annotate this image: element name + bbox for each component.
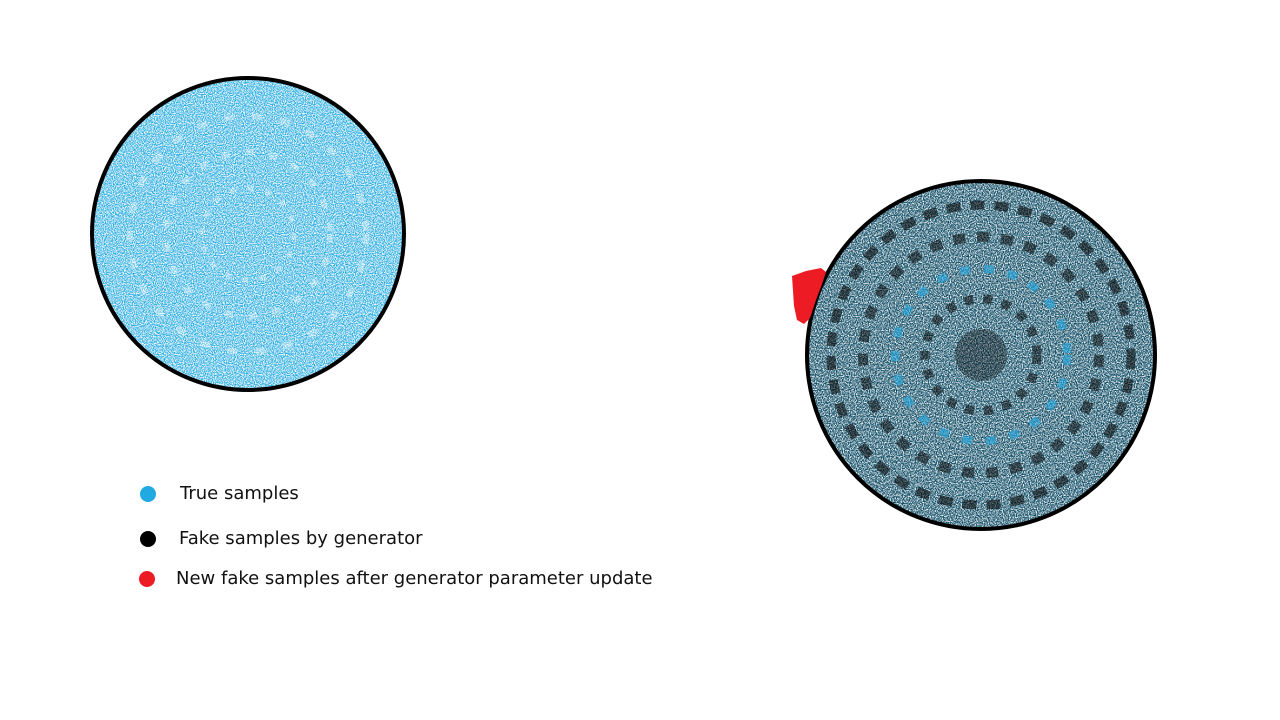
fake-samples-distribution <box>805 179 1157 531</box>
true-samples-distribution <box>90 76 406 392</box>
new-fake-samples-patch <box>792 268 826 324</box>
legend-item-true-samples: True samples <box>138 479 338 509</box>
legend-label-true-samples: True samples <box>180 483 299 504</box>
true-samples-outline <box>90 76 406 392</box>
legend-label-fake-samples: Fake samples by generator <box>179 528 423 549</box>
legend-item-new-fake-samples: New fake samples after generator paramet… <box>138 564 698 594</box>
true-samples-swatch-icon <box>140 486 156 502</box>
legend-item-fake-samples: Fake samples by generator <box>138 524 458 554</box>
new-fake-samples-swatch-icon <box>139 571 155 587</box>
fake-samples-swatch-icon <box>140 531 156 547</box>
true-samples-texture <box>92 78 404 390</box>
fake-samples-texture <box>807 181 1155 529</box>
legend-label-new-fake-samples: New fake samples after generator paramet… <box>176 568 653 589</box>
fake-samples-outline <box>805 179 1157 531</box>
